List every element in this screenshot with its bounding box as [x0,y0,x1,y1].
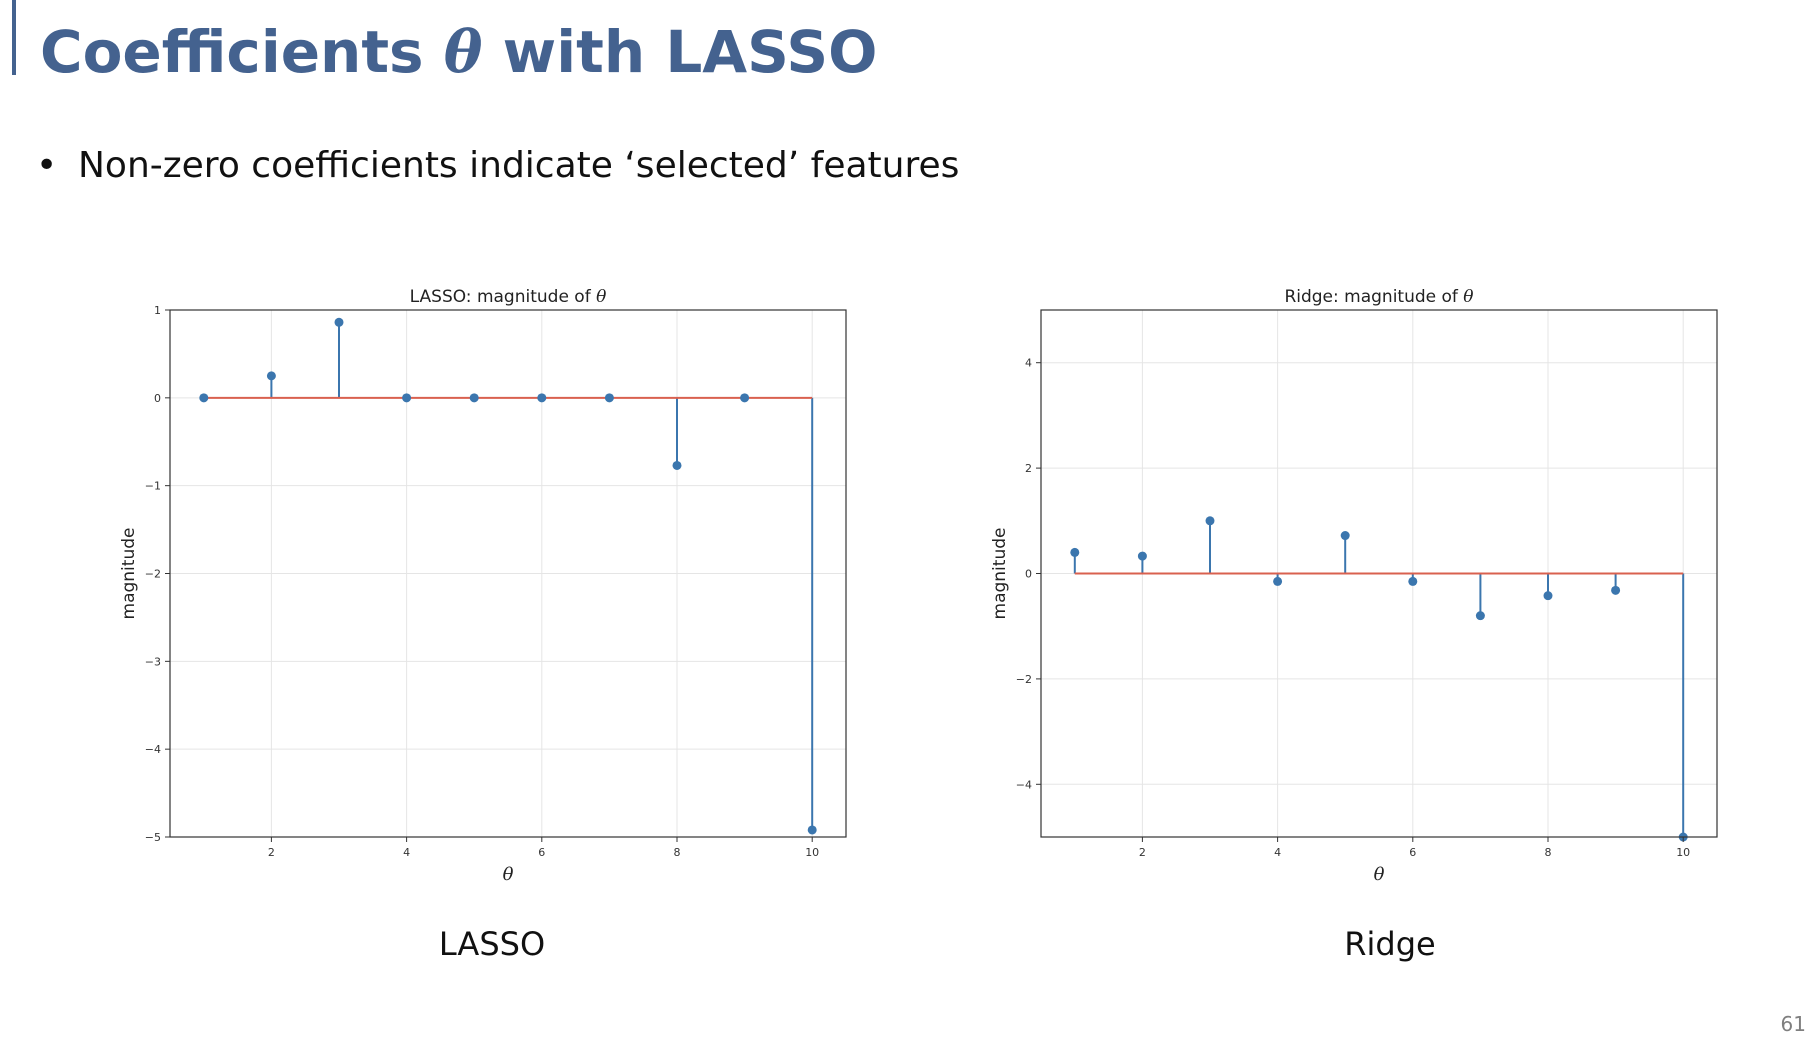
slide-title-suffix: with LASSO [482,18,878,86]
lasso-marker [537,393,547,403]
title-accent-bar [12,0,16,75]
lasso-marker [672,460,682,470]
ridge-marker [1137,551,1147,561]
lasso-y-axis-label: magnitude [119,528,139,620]
lasso-chart-title-text: LASSO: magnitude of [410,287,596,307]
lasso-x-tick-label: 10 [805,846,819,859]
ridge-y-tick-label: 0 [1025,568,1032,581]
lasso-marker [266,371,276,381]
bullet-text: Non-zero coefficients indicate ‘selected… [78,145,960,186]
lasso-x-tick-label: 2 [268,846,275,859]
lasso-y-tick-label: 0 [154,392,161,405]
bullet-item: • Non-zero coefficients indicate ‘selecte… [36,140,959,192]
lasso-chart-title: LASSO: magnitude of θ [410,287,607,307]
lasso-marker [334,317,344,327]
ridge-marker [1070,547,1080,557]
ridge-marker [1340,531,1350,541]
ridge-marker [1475,611,1485,621]
lasso-chart-title-theta: θ [596,287,606,307]
lasso-marker [199,393,209,403]
slide-title-prefix: Coefficients [40,18,444,86]
ridge-y-tick-label: −2 [1016,673,1032,686]
ridge-y-axis-label: magnitude [990,528,1010,620]
ridge-marker [1273,576,1283,586]
lasso-marker [740,393,750,403]
lasso-x-tick-label: 4 [403,846,410,859]
ridge-x-tick-label: 10 [1676,846,1690,859]
lasso-caption: LASSO [438,925,546,963]
lasso-x-tick-label: 8 [674,846,681,859]
lasso-marker [469,393,479,403]
ridge-marker [1543,591,1553,601]
ridge-y-tick-label: −4 [1016,778,1032,791]
slide-title-theta-symbol: θ [443,18,483,86]
ridge-x-tick-label: 4 [1274,846,1281,859]
ridge-x-tick-label: 2 [1139,846,1146,859]
ridge-chart-title-text: Ridge: magnitude of [1284,287,1463,307]
page-number: 61 [1780,1012,1806,1036]
lasso-x-axis-label: θ [503,864,514,885]
lasso-marker [402,393,412,403]
ridge-y-tick-label: 4 [1025,357,1032,370]
lasso-y-tick-label: −4 [145,743,161,756]
ridge-chart-title-theta: θ [1463,287,1473,307]
lasso-y-tick-label: −2 [145,568,161,581]
lasso-marker [807,825,817,835]
bullet-dot: • [36,145,58,186]
slide-title: Coefficients θ with LASSO [40,12,877,92]
ridge-caption: Ridge [1344,925,1436,963]
lasso-marker [604,393,614,403]
lasso-y-tick-label: 1 [154,304,161,317]
ridge-marker [1611,585,1621,595]
ridge-y-tick-label: 2 [1025,462,1032,475]
ridge-x-tick-label: 8 [1545,846,1552,859]
ridge-x-tick-label: 6 [1409,846,1416,859]
lasso-y-tick-label: −1 [145,480,161,493]
ridge-marker [1408,576,1418,586]
lasso-x-tick-label: 6 [538,846,545,859]
ridge-x-axis-label: θ [1374,864,1385,885]
ridge-chart-title: Ridge: magnitude of θ [1284,287,1473,307]
ridge-marker [1205,516,1215,526]
lasso-y-tick-label: −5 [145,831,161,844]
lasso-y-tick-label: −3 [145,655,161,668]
